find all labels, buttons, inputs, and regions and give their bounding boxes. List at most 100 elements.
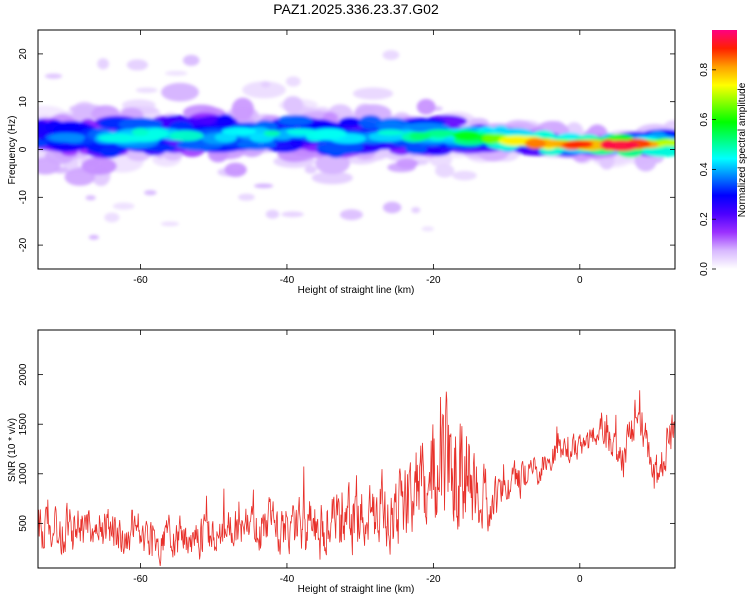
spectrogram-cell (338, 116, 362, 128)
spectrogram-cell (99, 145, 121, 159)
spectrogram-x-ticks: -60 -40 -20 0 (133, 30, 583, 286)
spectrogram-x-tick-label: -60 (133, 275, 148, 286)
spectrogram-cell (182, 54, 200, 66)
spectrogram-cell (260, 81, 271, 88)
spectrogram-x-tick-label: -40 (280, 275, 295, 286)
spectrogram-cell (263, 130, 281, 137)
spectrogram-cell (49, 132, 86, 142)
snr-panel: -60 -40 -20 0 500 1000 1500 2000 Height of str… (7, 329, 676, 595)
spectrogram-cell (214, 132, 237, 143)
spectrogram-cell (44, 73, 63, 79)
snr-x-label: Height of straight line (km) (298, 584, 415, 595)
spectrogram-cell (281, 211, 304, 218)
snr-y-tick-label: 2000 (18, 363, 29, 386)
snr-y-label: SNR (10 * v/v) (7, 418, 18, 482)
spectrogram-cell (135, 87, 158, 93)
spectrogram-y-label: Frequency (Hz) (7, 116, 18, 185)
spectrogram-cell (104, 212, 120, 223)
spectrogram-cell (435, 164, 455, 178)
snr-x-tick-label: -60 (133, 574, 148, 585)
spectrogram-cell (88, 234, 99, 240)
spectrogram-cell (339, 209, 363, 221)
spectrogram-cell (165, 70, 188, 76)
spectrogram-cell (38, 157, 61, 175)
spectrogram-cell (254, 183, 274, 189)
spectrogram-cell (382, 50, 400, 60)
spectrogram-cell (377, 129, 404, 136)
spectrogram-cell (112, 202, 135, 210)
spectrogram-cell (144, 128, 169, 140)
spectrogram-cell (286, 128, 317, 135)
colorbar-gradient (712, 30, 737, 269)
spectrogram-heatmap (38, 50, 675, 240)
spectrogram-cell (382, 201, 402, 214)
spectrogram-cell (98, 133, 136, 143)
spectrogram-panel: -60 -40 -20 0 -20 -10 0 10 20 Height of straigh… (7, 29, 676, 296)
spectrogram-x-tick-label: 0 (577, 275, 583, 286)
spectrogram-cell (603, 140, 639, 152)
spectrogram-cell (424, 129, 456, 138)
spectrogram-y-tick-label: -20 (18, 237, 29, 252)
snr-y-tick-label: 1000 (18, 462, 29, 485)
colorbar-tick-label: 0.6 (699, 112, 710, 126)
spectrogram-cell (311, 171, 353, 185)
spectrogram-x-tick-label: -20 (426, 275, 441, 286)
spectrogram-cell (160, 221, 180, 227)
spectrogram-cell (304, 165, 317, 174)
spectrogram-cell (221, 127, 257, 136)
spectrogram-cell (131, 128, 149, 137)
spectrogram-cell (396, 158, 419, 169)
snr-series-line (38, 390, 675, 566)
spectrogram-cell (452, 130, 481, 141)
spectrogram-cell (421, 226, 434, 232)
colorbar-tick-label: 0.0 (699, 262, 710, 276)
spectrogram-cell (409, 131, 431, 141)
spectrogram-cell (38, 139, 48, 148)
spectrogram-cell (216, 113, 235, 129)
spectrogram-cell (265, 209, 280, 219)
colorbar-ticks: 0.0 0.2 0.4 0.6 0.8 (699, 62, 716, 276)
snr-x-ticks: -60 -40 -20 0 (133, 330, 583, 585)
spectrogram-y-tick-label: -10 (18, 190, 29, 205)
spectrogram-cell (168, 130, 204, 142)
spectrogram-cell (85, 195, 96, 201)
spectrogram-cell (144, 190, 157, 196)
spectrogram-cell (285, 76, 301, 87)
snr-x-tick-label: -20 (426, 574, 441, 585)
spectrogram-cell (161, 82, 199, 102)
snr-background (38, 330, 675, 568)
spectrogram-cell (416, 98, 436, 115)
snr-x-tick-label: -40 (280, 574, 295, 585)
spectrogram-y-tick-label: 0 (18, 146, 29, 152)
colorbar: 0.0 0.2 0.4 0.6 0.8 Normalized spectral ampl… (699, 30, 748, 276)
spectrogram-cell (525, 138, 546, 150)
snr-y-ticks: 500 1000 1500 2000 (18, 363, 675, 532)
spectrogram-cell (352, 87, 394, 100)
snr-y-tick-label: 500 (18, 515, 29, 532)
spectrogram-cell (242, 81, 286, 99)
spectrogram-y-ticks: -20 -10 0 10 20 (18, 48, 675, 252)
colorbar-tick-label: 0.8 (699, 62, 710, 76)
spectrogram-y-tick-label: 10 (18, 96, 29, 108)
chart-title: PAZ1.2025.336.23.37.G02 (273, 1, 439, 17)
snr-frame (37, 329, 676, 569)
spectrogram-cell (563, 140, 594, 149)
colorbar-label: Normalized spectral amplitude (737, 82, 748, 217)
spectrogram-cell (452, 170, 477, 181)
spectrogram-cell (231, 97, 254, 121)
snr-y-tick-label: 1500 (18, 413, 29, 436)
spectrogram-cell (315, 152, 350, 175)
spectrogram-cell (411, 206, 421, 214)
spectrogram-cell (126, 59, 149, 71)
colorbar-tick-label: 0.4 (699, 162, 710, 176)
spectrogram-cell (224, 162, 247, 177)
spectrogram-x-label: Height of straight line (km) (298, 285, 415, 296)
spectrogram-cell (283, 96, 303, 114)
spectrogram-cell (81, 157, 117, 175)
colorbar-tick-label: 0.2 (699, 212, 710, 226)
spectrogram-cell (405, 142, 427, 155)
spectrogram-cell (238, 193, 255, 201)
spectrogram-y-tick-label: 20 (18, 48, 29, 60)
spectrogram-cell (97, 58, 109, 70)
